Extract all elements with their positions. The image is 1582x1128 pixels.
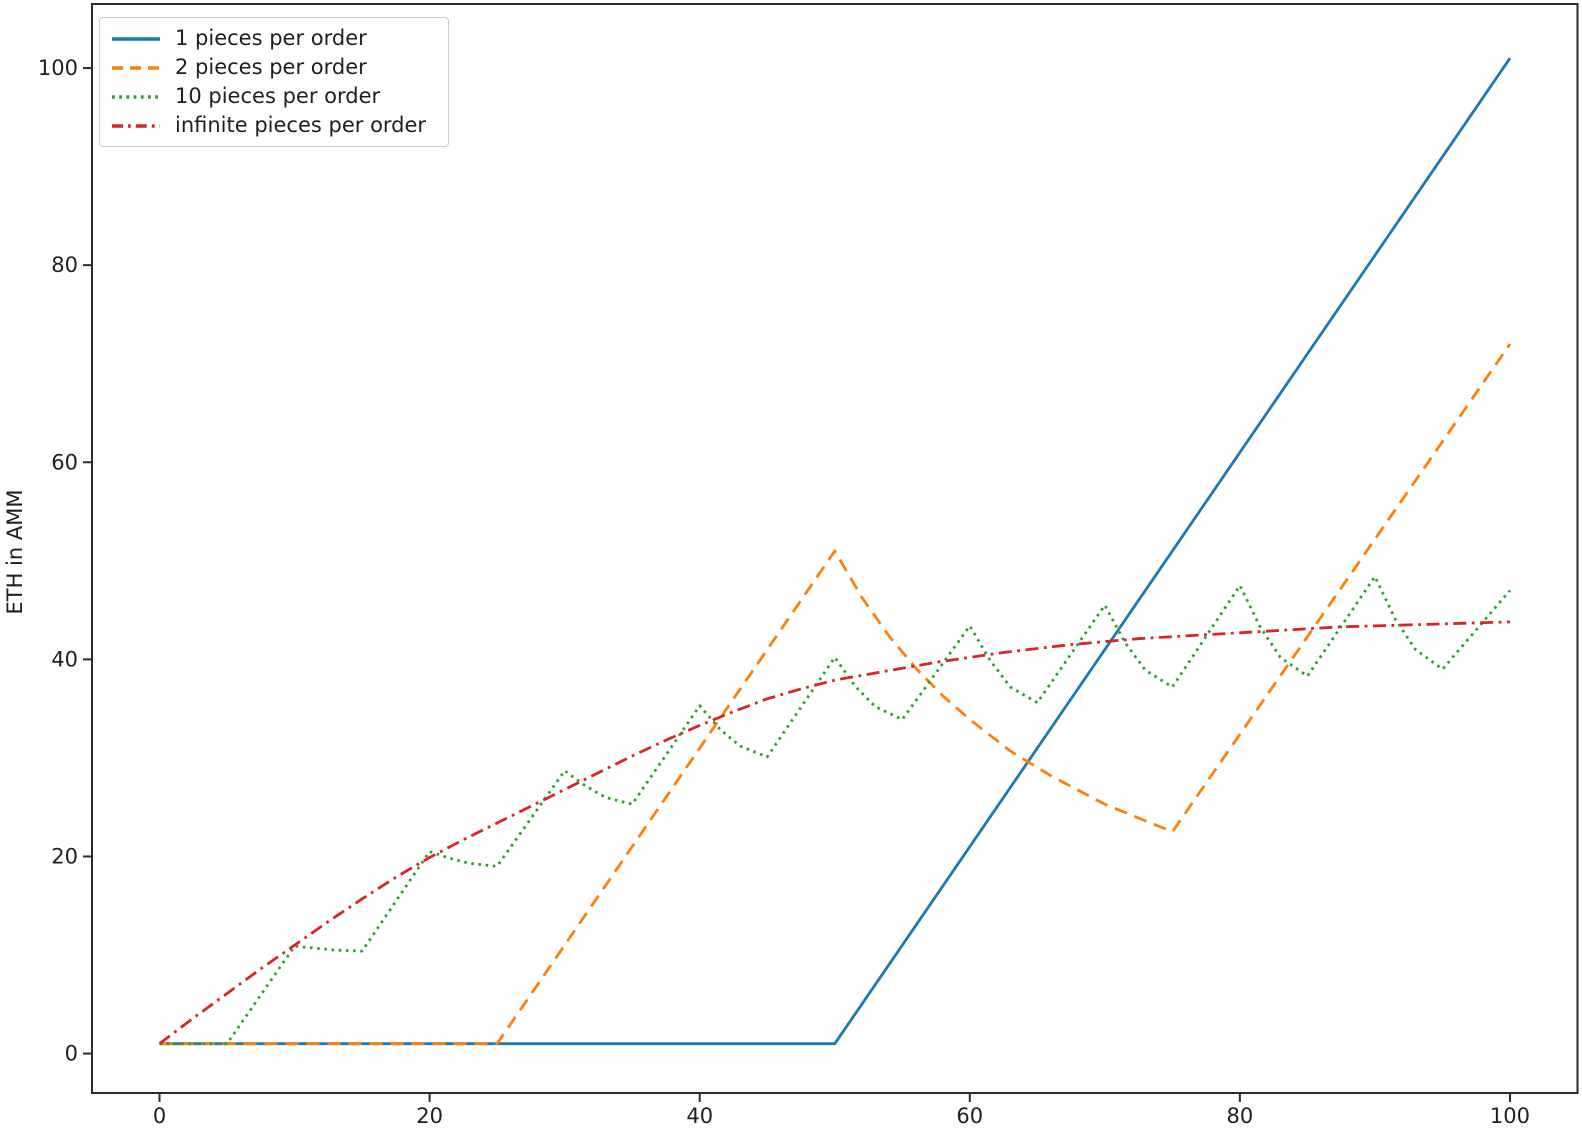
series-line-2-pieces-per-order bbox=[159, 343, 1512, 1046]
x-tick-label: 80 bbox=[1227, 1104, 1254, 1128]
x-tick-label: 20 bbox=[416, 1104, 443, 1128]
series-line-1-pieces-per-order bbox=[159, 57, 1512, 1046]
x-tick-label: 0 bbox=[153, 1104, 166, 1128]
y-tick-label: 40 bbox=[51, 647, 78, 671]
legend: 1 pieces per order 2 pieces per order 10… bbox=[99, 17, 450, 147]
y-tick-label: 100 bbox=[38, 56, 78, 80]
x-tick-label: 40 bbox=[686, 1104, 713, 1128]
legend-item-infinite-pieces-per-order: infinite pieces per order bbox=[112, 111, 426, 140]
x-tick-label: 100 bbox=[1490, 1104, 1530, 1128]
x-tick-label: 60 bbox=[956, 1104, 983, 1128]
legend-line-swatch bbox=[112, 65, 160, 70]
legend-line-swatch bbox=[112, 94, 160, 99]
series-line-10-pieces-per-order bbox=[159, 575, 1512, 1046]
legend-item-10-pieces-per-order: 10 pieces per order bbox=[112, 82, 426, 111]
y-tick-label: 80 bbox=[51, 253, 78, 277]
y-tick-label: 60 bbox=[51, 450, 78, 474]
legend-item-label: 2 pieces per order bbox=[175, 55, 367, 79]
y-tick-label: 20 bbox=[51, 844, 78, 868]
legend-item-2-pieces-per-order: 2 pieces per order bbox=[112, 53, 426, 82]
legend-line-swatch bbox=[112, 123, 160, 128]
axes-spines bbox=[91, 3, 1579, 1094]
series-line-infinite-pieces-per-order bbox=[158, 620, 1511, 1045]
legend-item-1-pieces-per-order: 1 pieces per order bbox=[112, 24, 426, 53]
y-tick-label: 0 bbox=[65, 1042, 78, 1066]
y-axis-label: ETH in AMM bbox=[3, 490, 27, 615]
legend-item-label: 1 pieces per order bbox=[175, 26, 367, 50]
legend-line-swatch bbox=[112, 36, 160, 41]
legend-item-label: infinite pieces per order bbox=[175, 113, 427, 137]
legend-item-label: 10 pieces per order bbox=[175, 84, 381, 108]
